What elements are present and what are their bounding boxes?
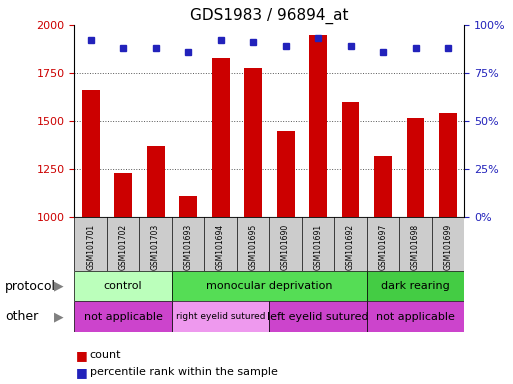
Bar: [407, 118, 424, 217]
Text: GSM101690: GSM101690: [281, 223, 290, 270]
Bar: [179, 196, 197, 217]
Text: control: control: [104, 281, 143, 291]
Text: GSM101694: GSM101694: [216, 223, 225, 270]
Bar: [367, 271, 464, 301]
Text: ■: ■: [76, 349, 88, 362]
Bar: [82, 90, 100, 217]
Bar: [374, 156, 392, 217]
Bar: [439, 113, 457, 217]
Bar: [212, 58, 229, 217]
Bar: [269, 301, 367, 332]
Text: percentile rank within the sample: percentile rank within the sample: [90, 367, 278, 377]
Bar: [74, 271, 172, 301]
Text: GSM101701: GSM101701: [86, 223, 95, 270]
Text: GSM101703: GSM101703: [151, 223, 160, 270]
Text: not applicable: not applicable: [84, 312, 163, 322]
Text: protocol: protocol: [5, 280, 56, 293]
Text: other: other: [5, 310, 38, 323]
Bar: [244, 68, 262, 217]
Text: GSM101699: GSM101699: [444, 223, 452, 270]
Bar: [277, 131, 294, 217]
Text: ▶: ▶: [54, 310, 64, 323]
Text: ■: ■: [76, 366, 88, 379]
Bar: [74, 301, 172, 332]
Text: GSM101698: GSM101698: [411, 223, 420, 270]
Bar: [172, 271, 367, 301]
Text: left eyelid sutured: left eyelid sutured: [267, 312, 369, 322]
Text: ▶: ▶: [54, 280, 64, 293]
Bar: [147, 146, 165, 217]
Text: monocular deprivation: monocular deprivation: [206, 281, 332, 291]
Text: GSM101697: GSM101697: [379, 223, 387, 270]
Text: GSM101693: GSM101693: [184, 223, 192, 270]
Text: GSM101695: GSM101695: [249, 223, 258, 270]
Text: GSM101692: GSM101692: [346, 223, 355, 270]
Text: count: count: [90, 350, 121, 360]
Text: GSM101691: GSM101691: [313, 223, 323, 270]
Bar: [309, 35, 327, 217]
Text: right eyelid sutured: right eyelid sutured: [176, 312, 265, 321]
Text: GSM101702: GSM101702: [119, 223, 128, 270]
Bar: [367, 301, 464, 332]
Text: dark rearing: dark rearing: [381, 281, 450, 291]
Bar: [342, 102, 360, 217]
Text: not applicable: not applicable: [376, 312, 455, 322]
Bar: [114, 173, 132, 217]
Bar: [172, 301, 269, 332]
Title: GDS1983 / 96894_at: GDS1983 / 96894_at: [190, 7, 348, 23]
